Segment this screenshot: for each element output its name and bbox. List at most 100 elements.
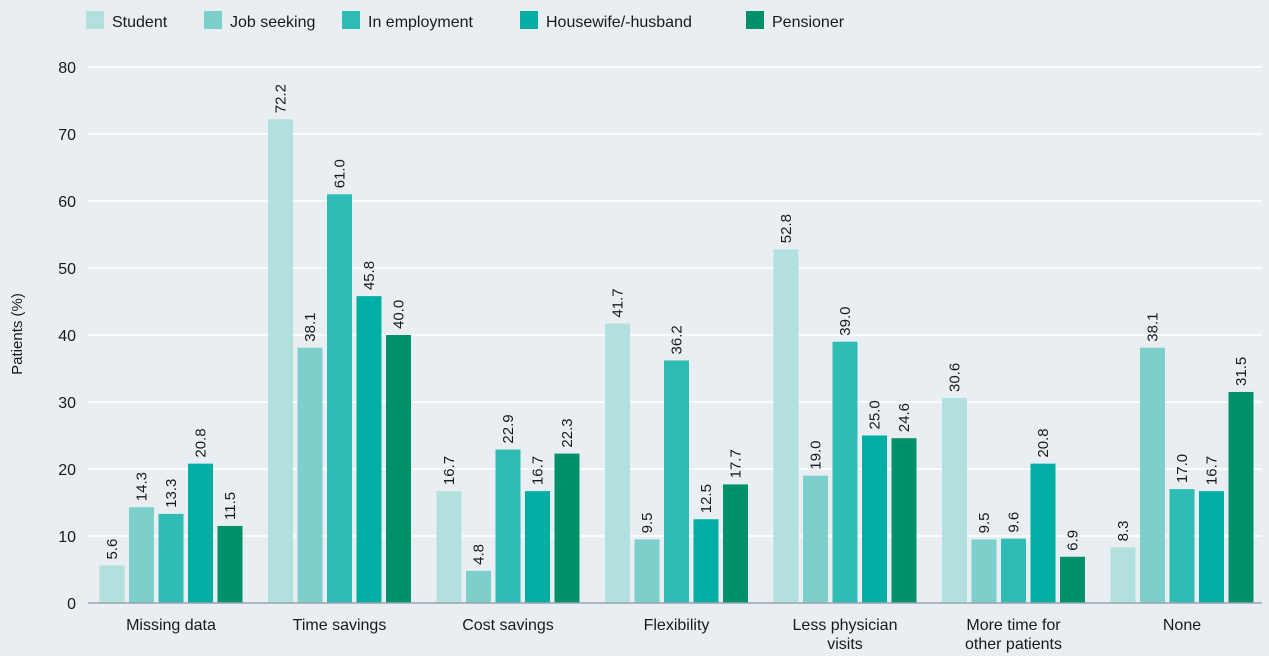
bar-value-label: 16.7 xyxy=(1204,456,1221,485)
bar xyxy=(773,249,799,604)
bar xyxy=(1228,391,1254,603)
x-category-label: None xyxy=(1163,617,1201,634)
x-category-label: Cost savings xyxy=(462,617,554,634)
bar-value-label: 72.2 xyxy=(273,84,290,113)
bar-value-label: 25.0 xyxy=(867,400,884,429)
legend-label: In employment xyxy=(368,14,473,31)
bar-value-label: 41.7 xyxy=(610,288,627,317)
bar xyxy=(634,539,660,603)
bar xyxy=(525,491,550,603)
bar-value-label: 30.6 xyxy=(947,363,964,392)
bar xyxy=(664,360,689,603)
legend-label: Student xyxy=(112,14,168,31)
bar-value-label: 52.8 xyxy=(778,214,795,243)
bar-value-label: 14.3 xyxy=(134,472,151,501)
value-labels: 5.6 14.3 13.3 20.8 11.5 72.2 38.1 61.0 45.8 40.0 1… xyxy=(104,84,1250,565)
bar xyxy=(1060,556,1085,603)
y-tick-label: 0 xyxy=(67,596,76,613)
bar-value-label: 38.1 xyxy=(302,313,319,342)
x-axis-category-labels: Missing data Time savings Cost savings Flex… xyxy=(126,617,1201,653)
legend-swatch xyxy=(342,11,360,29)
bar-value-label: 19.0 xyxy=(808,440,825,469)
legend-label: Job seeking xyxy=(230,14,315,31)
bar xyxy=(862,435,887,603)
bar-value-label: 6.9 xyxy=(1065,530,1082,551)
bar-value-label: 22.9 xyxy=(500,414,517,443)
bar-value-label: 31.5 xyxy=(1233,357,1250,386)
legend: Student Job seeking In employment Housewife… xyxy=(86,11,845,31)
bar-value-label: 24.6 xyxy=(896,403,913,432)
bar-value-label: 20.8 xyxy=(1035,428,1052,457)
bar xyxy=(1199,491,1224,603)
bar xyxy=(466,570,491,603)
bar-value-label: 38.1 xyxy=(1145,313,1162,342)
y-tick-label: 50 xyxy=(58,261,76,278)
legend-swatch xyxy=(746,11,764,29)
bar xyxy=(495,449,521,603)
bar-value-label: 17.0 xyxy=(1174,454,1191,483)
x-category-label: other patients xyxy=(965,636,1062,653)
bar xyxy=(129,507,154,603)
bar-value-label: 40.0 xyxy=(391,300,408,329)
bar-value-label: 39.0 xyxy=(837,306,854,335)
x-category-label: Flexibility xyxy=(644,617,710,634)
bar-value-label: 13.3 xyxy=(163,479,180,508)
y-tick-label: 30 xyxy=(58,395,76,412)
x-category-label: More time for xyxy=(966,617,1061,634)
bar xyxy=(605,323,630,603)
x-category-label: visits xyxy=(827,636,863,653)
bar xyxy=(693,519,719,603)
bar-value-label: 22.3 xyxy=(559,418,576,447)
bar-value-label: 16.7 xyxy=(441,456,458,485)
bar xyxy=(1140,347,1165,603)
y-axis-title: Patients (%) xyxy=(9,293,26,375)
bar xyxy=(356,296,382,603)
bar xyxy=(803,475,828,603)
bar xyxy=(268,119,293,603)
x-category-label: Missing data xyxy=(126,617,216,634)
x-category-label: Less physician xyxy=(793,617,898,634)
legend-swatch xyxy=(204,11,222,29)
bar-value-label: 16.7 xyxy=(530,456,547,485)
bars xyxy=(99,119,1254,604)
bar-value-label: 61.0 xyxy=(332,159,349,188)
bar xyxy=(217,525,243,603)
bar xyxy=(971,539,997,603)
bar xyxy=(386,335,411,603)
bar xyxy=(1169,489,1195,603)
y-tick-label: 40 xyxy=(58,328,76,345)
y-tick-label: 10 xyxy=(58,529,76,546)
x-category-label: Time savings xyxy=(293,617,387,634)
bar xyxy=(436,491,462,603)
legend-swatch xyxy=(520,11,538,29)
bar-value-label: 11.5 xyxy=(222,492,239,520)
bar xyxy=(158,513,184,603)
bar xyxy=(188,463,213,603)
legend-label: Housewife/-husband xyxy=(546,14,692,31)
bar-value-label: 9.5 xyxy=(976,512,993,533)
y-tick-label: 70 xyxy=(58,127,76,144)
bar xyxy=(99,565,125,603)
bar xyxy=(1110,547,1136,603)
bar-value-label: 12.5 xyxy=(698,484,715,513)
bar xyxy=(723,484,748,603)
bar-value-label: 20.8 xyxy=(193,428,210,457)
bar-value-label: 17.7 xyxy=(728,449,745,478)
bar xyxy=(297,347,323,603)
y-tick-label: 60 xyxy=(58,194,76,211)
bar xyxy=(1030,463,1056,603)
y-tick-label: 80 xyxy=(58,60,76,77)
bar xyxy=(554,453,580,603)
bar-value-label: 9.5 xyxy=(639,512,656,533)
bar-value-label: 36.2 xyxy=(669,325,686,354)
bar-value-label: 4.8 xyxy=(471,544,488,565)
y-tick-label: 20 xyxy=(58,462,76,479)
legend-swatch xyxy=(86,11,104,29)
legend-label: Pensioner xyxy=(772,14,845,31)
bar xyxy=(1001,538,1026,603)
bar xyxy=(942,397,967,603)
bar xyxy=(891,438,917,603)
bar-value-label: 5.6 xyxy=(104,539,121,560)
